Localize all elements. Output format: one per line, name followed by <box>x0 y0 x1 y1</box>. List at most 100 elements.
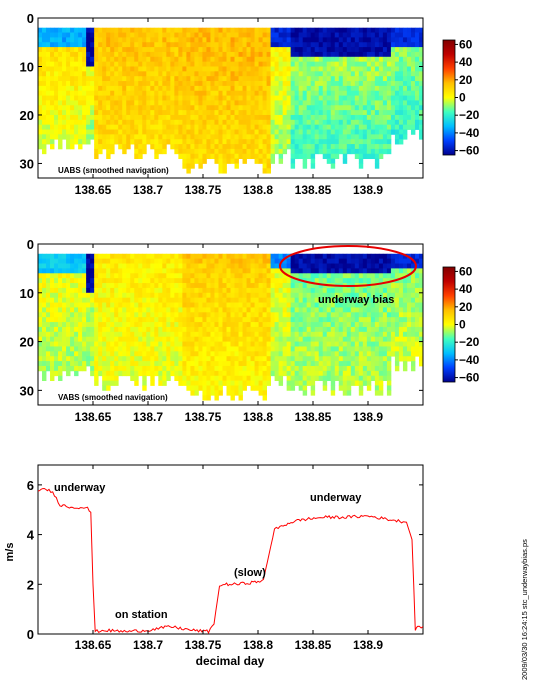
heatmap-cell <box>250 278 255 284</box>
heatmap-cell <box>130 346 135 352</box>
heatmap-cell <box>134 258 139 264</box>
heatmap-cell <box>70 110 75 116</box>
heatmap-cell <box>122 326 127 333</box>
heatmap-cell <box>118 263 123 269</box>
heatmap-cell <box>318 268 324 274</box>
heatmap-cell <box>138 312 143 318</box>
heatmap-cell <box>318 119 324 126</box>
heatmap-cell <box>198 356 203 362</box>
heatmap-cell <box>154 253 159 260</box>
heatmap-cell <box>206 114 211 121</box>
heatmap-cell <box>234 307 239 313</box>
heatmap-cell <box>162 129 167 135</box>
heatmap-cell <box>82 361 87 367</box>
heatmap-cell <box>78 331 83 338</box>
heatmap-cell <box>78 365 83 372</box>
heatmap-cell <box>106 32 111 38</box>
heatmap-cell <box>54 37 59 43</box>
heatmap-cell <box>166 32 171 38</box>
heatmap-cell <box>126 47 131 53</box>
heatmap-cell <box>374 326 380 333</box>
heatmap-cell <box>130 283 135 289</box>
heatmap-cell <box>294 90 300 96</box>
heatmap-cell <box>414 76 420 82</box>
heatmap-cell <box>366 32 372 38</box>
heatmap-cell <box>378 42 384 48</box>
heatmap-cell <box>362 297 368 303</box>
heatmap-cell <box>274 351 280 357</box>
heatmap-cell <box>234 263 239 269</box>
colorbar-tick-label: 20 <box>459 73 473 87</box>
heatmap-cell <box>38 283 43 289</box>
heatmap-cell <box>410 32 416 38</box>
heatmap-cell <box>186 351 191 357</box>
heatmap-cell <box>330 153 336 160</box>
heatmap-cell <box>42 42 47 48</box>
heatmap-cell <box>166 76 171 82</box>
heatmap-cell <box>158 47 163 53</box>
heatmap-cell <box>38 317 43 323</box>
heatmap-cell <box>290 356 296 362</box>
heatmap-cell <box>122 292 127 299</box>
heatmap-cell <box>358 95 364 101</box>
heatmap-cell <box>194 302 199 308</box>
heatmap-cell <box>402 134 408 140</box>
heatmap-cell <box>154 317 159 323</box>
heatmap-cell <box>390 273 396 279</box>
heatmap-cell <box>42 326 47 333</box>
heatmap-cell <box>350 361 356 367</box>
heatmap-cell <box>110 370 115 377</box>
heatmap-cell <box>326 312 332 318</box>
heatmap-cell <box>370 56 376 63</box>
heatmap-cell <box>210 71 215 77</box>
heatmap-cell <box>278 351 284 357</box>
heatmap-cell <box>266 312 271 318</box>
heatmap-cell <box>270 114 276 121</box>
heatmap-cell <box>278 37 284 43</box>
heatmap-cell <box>318 66 324 72</box>
heatmap-cell <box>142 71 147 77</box>
heatmap-cell <box>342 90 348 96</box>
heatmap-cell <box>170 81 175 87</box>
heatmap-cell <box>138 287 143 294</box>
heatmap-cell <box>346 100 352 106</box>
heatmap-cell <box>318 148 324 155</box>
heatmap-cell <box>62 42 67 48</box>
heatmap-cell <box>394 100 400 106</box>
heatmap-cell <box>106 85 111 92</box>
heatmap-cell <box>414 100 420 106</box>
heatmap-cell <box>146 287 151 294</box>
heatmap-cell <box>90 119 95 126</box>
heatmap-cell <box>110 322 115 328</box>
heatmap-cell <box>230 85 235 92</box>
heatmap-cell <box>230 144 235 150</box>
heatmap-cell <box>302 351 308 357</box>
heatmap-cell <box>182 341 187 347</box>
heatmap-cell <box>150 110 155 116</box>
heatmap-cell <box>222 144 227 150</box>
heatmap-cell <box>126 37 131 43</box>
heatmap-cell <box>330 76 336 82</box>
heatmap-cell <box>390 124 396 130</box>
heatmap-cell <box>210 341 215 347</box>
heatmap-cell <box>330 114 336 121</box>
heatmap-cell <box>194 37 199 43</box>
heatmap-cell <box>150 365 155 372</box>
heatmap-cell <box>158 297 163 303</box>
heatmap-cell <box>398 139 404 145</box>
heatmap-cell <box>362 134 368 140</box>
heatmap-cell <box>238 331 243 338</box>
heatmap-cell <box>230 37 235 43</box>
heatmap-cell <box>190 273 195 279</box>
heatmap-cell <box>54 253 59 260</box>
heatmap-cell <box>358 302 364 308</box>
heatmap-cell <box>42 283 47 289</box>
heatmap-cell <box>354 27 360 33</box>
heatmap-cell <box>382 375 388 382</box>
heatmap-cell <box>146 32 151 38</box>
heatmap-cell <box>398 61 404 67</box>
heatmap-cell <box>90 37 95 43</box>
heatmap-cell <box>294 312 300 318</box>
heatmap-cell <box>174 341 179 347</box>
heatmap-cell <box>186 336 191 342</box>
